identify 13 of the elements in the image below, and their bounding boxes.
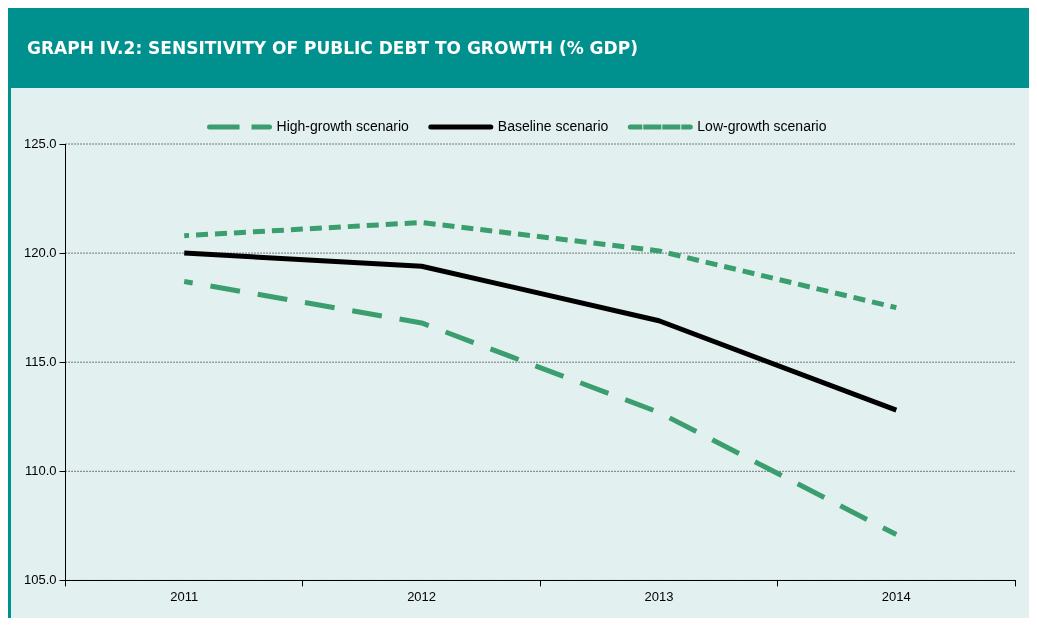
x-tick-label: 2012: [407, 588, 437, 604]
y-tick-label: 115.0: [24, 353, 57, 369]
chart-title: GRAPH IV.2: SENSITIVITY OF PUBLIC DEBT TO GROWTH (% GDP): [11, 8, 1029, 88]
y-tick-label: 110.0: [24, 462, 57, 478]
legend-label: Low-growth scenario: [697, 117, 827, 134]
x-tick-label: 2011: [170, 588, 199, 604]
legend-label: Baseline scenario: [497, 117, 609, 134]
x-tick-label: 2014: [881, 588, 911, 604]
legend-label: High-growth scenario: [276, 117, 410, 134]
x-tick-label: 2013: [644, 588, 674, 604]
y-tick-label: 105.0: [23, 571, 57, 587]
y-tick-label: 125.0: [23, 135, 57, 151]
y-tick-label: 120.0: [23, 244, 57, 260]
